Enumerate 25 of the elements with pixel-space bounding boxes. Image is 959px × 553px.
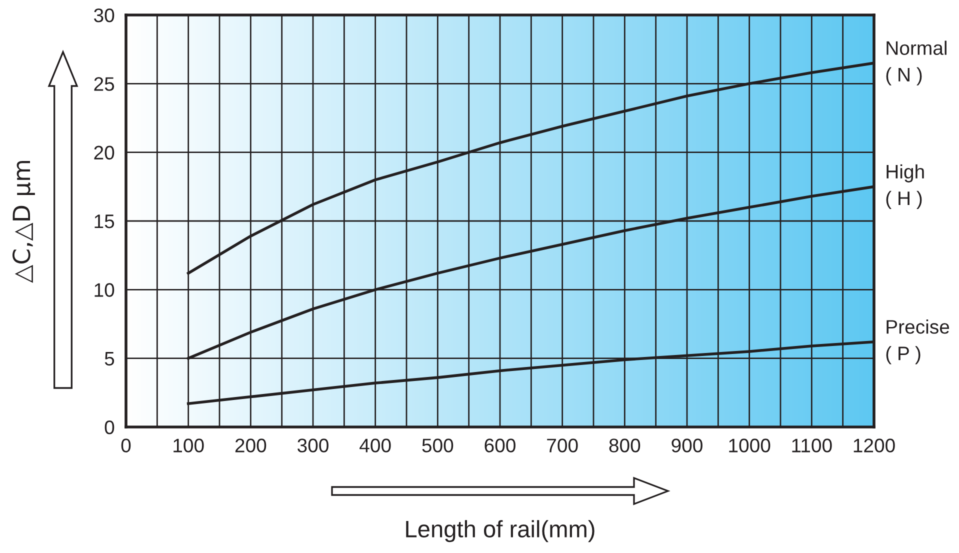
series-label: Precise ( P )	[886, 320, 950, 364]
series-label: High ( H )	[886, 164, 924, 210]
y-tick-label: 30	[94, 8, 114, 22]
x-tick-label: 1000	[729, 438, 770, 452]
x-tick-label: 900	[672, 438, 702, 452]
x-tick-label: 100	[174, 438, 204, 452]
y-tick-label: 15	[94, 214, 114, 228]
x-tick-label: 0	[121, 438, 131, 452]
x-tick-label: 200	[235, 438, 266, 452]
y-tick-label: 25	[94, 77, 114, 91]
x-tick-label: 600	[484, 438, 516, 452]
x-tick-label: 500	[422, 438, 454, 452]
x-tick-label: 300	[298, 438, 328, 452]
y-axis-title: △C,△D μm	[12, 160, 35, 283]
x-tick-label: 400	[360, 438, 391, 452]
x-tick-label: 800	[609, 438, 640, 452]
x-tick-label: 1100	[792, 438, 832, 452]
y-tick-label: 5	[104, 352, 114, 366]
x-tick-label: 700	[547, 438, 578, 452]
y-tick-label: 0	[104, 420, 114, 434]
series-label: Normal ( N )	[886, 40, 946, 86]
x-axis-title: Length of rail(mm)	[406, 520, 594, 542]
x-tick-label: 1200	[854, 438, 895, 452]
y-tick-label: 20	[94, 146, 114, 160]
y-tick-label: 10	[94, 283, 114, 297]
